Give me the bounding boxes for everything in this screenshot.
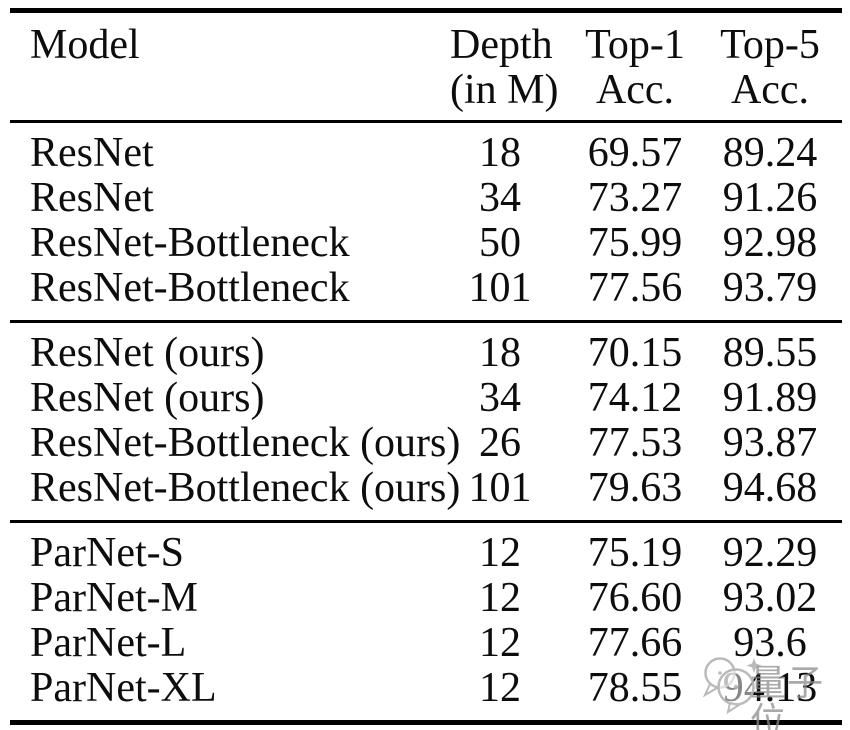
- section-ours-resnets: ResNet (ours) 18 70.15 89.55 ResNet (our…: [10, 321, 842, 522]
- top5-cell: 92.29: [722, 530, 818, 576]
- col-header-model: Model: [10, 11, 450, 122]
- top5-cell: 94.13: [722, 665, 818, 711]
- col-header-depth: Depth (in M): [450, 22, 559, 113]
- table-row: ResNet (ours) 18 70.15 89.55: [10, 322, 842, 377]
- top1-cell: 78.55: [587, 665, 683, 711]
- table-row: ResNet-Bottleneck 50 75.99 92.98: [10, 221, 842, 266]
- table-row: ResNet 34 73.27 91.26: [10, 176, 842, 221]
- top5-cell: 92.98: [722, 220, 818, 266]
- top1-cell: 69.57: [587, 130, 683, 176]
- depth-cell: 12: [479, 620, 521, 666]
- top5-cell: 91.26: [722, 175, 818, 221]
- top5-cell: 89.24: [722, 130, 818, 176]
- top1-cell: 73.27: [587, 175, 683, 221]
- table-row: ParNet-M 12 76.60 93.02: [10, 576, 842, 621]
- top1-cell: 75.19: [587, 530, 683, 576]
- depth-cell: 34: [479, 375, 521, 421]
- top5-cell: 89.55: [722, 330, 818, 376]
- depth-cell: 12: [479, 575, 521, 621]
- results-table: Model Depth (in M) Top-1 Acc. Top-5 Acc.…: [10, 8, 842, 725]
- model-cell: ResNet-Bottleneck (ours): [30, 465, 461, 511]
- top1-cell: 76.60: [587, 575, 683, 621]
- top1-cell: 79.63: [587, 465, 683, 511]
- top5-cell: 93.02: [722, 575, 818, 621]
- depth-cell: 50: [479, 220, 521, 266]
- table-row: ResNet (ours) 34 74.12 91.89: [10, 376, 842, 421]
- model-cell: ResNet: [30, 175, 154, 221]
- header-row: Model Depth (in M) Top-1 Acc. Top-5 Acc.: [10, 11, 842, 122]
- table-row: ResNet-Bottleneck 101 77.56 93.79: [10, 266, 842, 322]
- top5-cell: 91.89: [722, 375, 818, 421]
- depth-cell: 26: [479, 420, 521, 466]
- top1-cell: 77.56: [587, 265, 683, 311]
- model-cell: ResNet-Bottleneck: [30, 265, 350, 311]
- depth-cell: 12: [479, 530, 521, 576]
- depth-cell: 12: [479, 665, 521, 711]
- section-parnet: ParNet-S 12 75.19 92.29 ParNet-M 12 76.6…: [10, 521, 842, 723]
- depth-cell: 18: [479, 330, 521, 376]
- depth-cell: 34: [479, 175, 521, 221]
- model-cell: ResNet (ours): [30, 375, 265, 421]
- top1-cell: 74.12: [587, 375, 683, 421]
- col-header-top1-acc: Top-1 Acc.: [585, 22, 685, 113]
- table-row: ParNet-L 12 77.66 93.6: [10, 621, 842, 666]
- model-cell: ResNet (ours): [30, 330, 265, 376]
- table-row: ResNet 18 69.57 89.24: [10, 122, 842, 177]
- top5-cell: 93.87: [722, 420, 818, 466]
- col-header-model-label: Model: [30, 22, 140, 68]
- top1-cell: 77.53: [587, 420, 683, 466]
- model-cell: ParNet-L: [30, 620, 187, 666]
- table-row: ParNet-XL 12 78.55 94.13: [10, 666, 842, 723]
- model-cell: ResNet-Bottleneck (ours): [30, 420, 461, 466]
- top1-cell: 70.15: [587, 330, 683, 376]
- model-cell: ParNet-M: [30, 575, 198, 621]
- model-cell: ParNet-S: [30, 530, 184, 576]
- top1-cell: 77.66: [587, 620, 683, 666]
- top5-cell: 94.68: [722, 465, 818, 511]
- model-cell: ParNet-XL: [30, 665, 217, 711]
- model-cell: ResNet-Bottleneck: [30, 220, 350, 266]
- depth-cell: 101: [468, 465, 532, 511]
- top1-cell: 75.99: [587, 220, 683, 266]
- col-header-top5-acc: Top-5 Acc.: [720, 22, 820, 113]
- top5-cell: 93.79: [722, 265, 818, 311]
- table-row: ResNet-Bottleneck (ours) 101 79.63 94.68: [10, 466, 842, 522]
- depth-cell: 18: [479, 130, 521, 176]
- table-row: ParNet-S 12 75.19 92.29: [10, 522, 842, 577]
- depth-cell: 101: [468, 265, 532, 311]
- table-header: Model Depth (in M) Top-1 Acc. Top-5 Acc.: [10, 11, 842, 122]
- top5-cell: 93.6: [733, 620, 807, 666]
- table-row: ResNet-Bottleneck (ours) 26 77.53 93.87: [10, 421, 842, 466]
- section-baseline-resnets: ResNet 18 69.57 89.24 ResNet 34 73.27 91…: [10, 122, 842, 322]
- model-cell: ResNet: [30, 130, 154, 176]
